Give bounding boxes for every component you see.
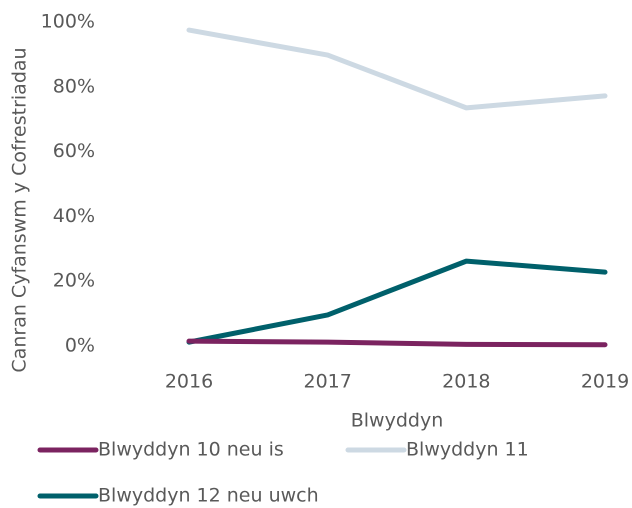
y-tick-label: 20% [53, 270, 95, 292]
x-tick-label: 2016 [165, 371, 213, 393]
series-line [186, 338, 608, 348]
y-axis-label: Canran Cyfanswm y Cofrestriadau [9, 47, 31, 372]
y-tick-label: 100% [41, 11, 95, 33]
x-axis-label: Blwyddyn [351, 410, 444, 432]
series-line [186, 27, 608, 111]
y-tick-label: 80% [53, 75, 95, 97]
legend-label: Blwyddyn 11 [406, 439, 529, 461]
legend-label: Blwyddyn 10 neu is [98, 439, 284, 461]
y-tick-label: 40% [53, 205, 95, 227]
y-tick-label: 60% [53, 140, 95, 162]
x-tick-label: 2019 [581, 371, 629, 393]
y-tick-label: 0% [65, 335, 95, 357]
x-tick-label: 2018 [442, 371, 490, 393]
legend-label: Blwyddyn 12 neu uwch [98, 485, 319, 507]
x-tick-label: 2017 [303, 371, 351, 393]
series-line [186, 258, 608, 345]
